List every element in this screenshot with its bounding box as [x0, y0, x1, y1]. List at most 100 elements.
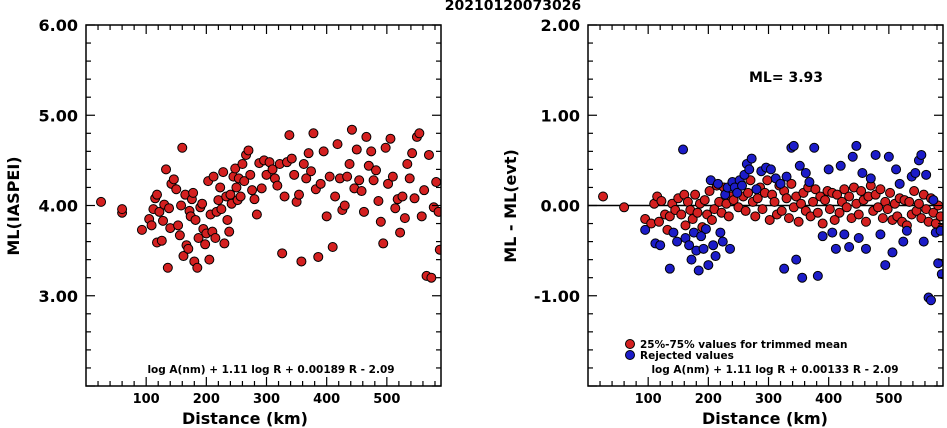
rejected-point	[827, 227, 838, 238]
rejected-point	[875, 229, 886, 240]
data-point	[162, 262, 173, 273]
data-point	[829, 214, 840, 225]
data-point	[277, 248, 288, 259]
rejected-point	[678, 144, 689, 155]
ml-iaspei-panel: Distance (km) ML(IASPEI) log A(nm) + 1.1…	[4, 16, 442, 428]
data-point	[279, 191, 290, 202]
data-point	[750, 211, 761, 222]
rejected-point	[712, 178, 723, 189]
rejected-point	[698, 243, 709, 254]
data-point	[176, 200, 187, 211]
left-points	[96, 124, 441, 283]
data-point	[743, 187, 754, 198]
data-point	[399, 213, 410, 224]
data-point	[171, 184, 182, 195]
data-point	[654, 216, 664, 227]
data-point	[769, 196, 780, 207]
data-point	[356, 186, 367, 197]
right-points	[598, 140, 943, 306]
rejected-point	[870, 149, 881, 160]
data-point	[817, 218, 828, 229]
x-tick-label: 500	[373, 392, 400, 407]
rejected-point	[853, 232, 864, 243]
data-point	[136, 224, 147, 235]
data-point	[764, 214, 775, 225]
data-point	[222, 214, 233, 225]
data-point	[419, 185, 430, 196]
data-point	[303, 148, 314, 159]
data-point	[434, 244, 441, 255]
rejected-point	[781, 171, 792, 182]
data-point	[706, 214, 717, 225]
data-point	[680, 220, 691, 231]
x-tick-label: 200	[695, 392, 722, 407]
x-tick-label: 400	[313, 392, 340, 407]
data-point	[793, 216, 804, 227]
data-point	[313, 251, 324, 262]
data-point	[786, 178, 797, 189]
data-point	[812, 207, 823, 218]
rejected-point	[797, 272, 808, 283]
data-point	[208, 171, 219, 182]
data-point	[395, 227, 406, 238]
data-point	[218, 167, 229, 178]
data-point	[146, 220, 157, 231]
data-point	[249, 194, 260, 205]
data-point	[224, 226, 235, 237]
data-point	[375, 216, 386, 227]
data-point	[245, 169, 256, 180]
left-x-axis-label: Distance (km)	[182, 409, 308, 428]
data-point	[407, 148, 418, 159]
data-point	[690, 189, 701, 200]
rejected-point	[901, 225, 912, 236]
y-tick-label: 6.00	[39, 16, 78, 35]
data-point	[385, 133, 396, 144]
rejected-point	[655, 240, 666, 251]
data-point	[390, 203, 401, 214]
rejected-point	[708, 240, 719, 251]
data-point	[431, 177, 441, 188]
data-point	[306, 166, 317, 177]
data-point	[873, 202, 884, 213]
data-point	[324, 171, 335, 182]
x-tick-label: 400	[815, 392, 842, 407]
rejected-point	[744, 164, 755, 175]
data-point	[296, 256, 307, 267]
rejected-point	[823, 164, 834, 175]
data-point	[619, 202, 630, 213]
rejected-point	[809, 142, 820, 153]
rejected-point	[935, 225, 943, 236]
data-point	[267, 164, 278, 175]
data-point	[344, 158, 355, 169]
data-point	[294, 189, 304, 200]
rejected-point	[925, 295, 936, 306]
data-point	[158, 215, 169, 226]
data-point	[339, 200, 350, 211]
data-point	[409, 193, 420, 204]
y-tick-label: 5.00	[39, 106, 78, 125]
rejected-point	[668, 227, 679, 238]
data-point	[692, 207, 703, 218]
left-formula-text: log A(nm) + 1.11 log R + 0.00189 R - 2.0…	[147, 364, 394, 376]
data-point	[161, 164, 172, 175]
data-point	[164, 203, 175, 214]
x-tick-label: 100	[133, 392, 160, 407]
data-point	[330, 191, 341, 202]
legend-rejected-label: Rejected values	[640, 350, 734, 362]
data-point	[192, 262, 203, 273]
data-point	[351, 144, 362, 155]
rejected-point	[916, 149, 927, 160]
data-point	[877, 213, 888, 224]
data-point	[237, 158, 248, 169]
data-point	[315, 178, 326, 189]
rejected-point	[891, 164, 902, 175]
rejected-point	[751, 184, 762, 195]
rejected-point	[804, 177, 815, 188]
data-point	[183, 243, 194, 254]
data-point	[832, 189, 843, 200]
rejected-point	[918, 236, 929, 247]
data-point	[844, 191, 855, 202]
rejected-point	[794, 160, 805, 171]
ml-residual-panel: Distance (km) ML - ML(evt) ML= 3.93 25%-…	[501, 16, 944, 428]
data-point	[174, 230, 185, 241]
